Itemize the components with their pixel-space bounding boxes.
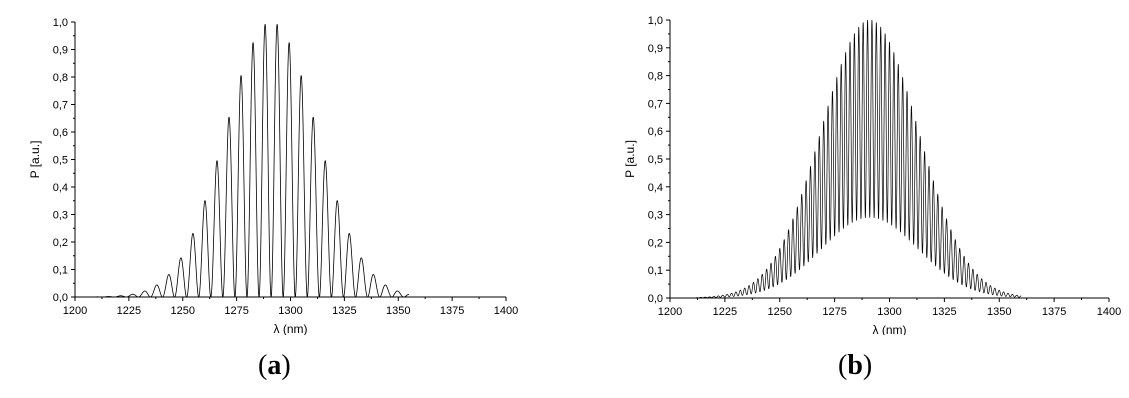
x-tick-label: 1350 <box>386 305 410 317</box>
chart-b: 0,0 0,1 0,2 0,3 0,4 0,5 0,6 0,7 0,8 0,9 1,0 1200 122… <box>623 15 1121 335</box>
x-tick-label: 1225 <box>117 305 141 317</box>
panel-letter-a: a <box>267 350 282 381</box>
x-tick-label: 1250 <box>171 305 195 317</box>
y-tick-label: 1,0 <box>648 15 663 27</box>
x-tick-label: 1375 <box>1042 306 1066 318</box>
x-tick-label: 1375 <box>440 305 464 317</box>
y-tick-label: 0,7 <box>53 100 68 112</box>
x-tick-label: 1300 <box>278 305 302 317</box>
x-tick-label: 1400 <box>1097 306 1121 318</box>
chart-a: 0,0 0,1 0,2 0,3 0,4 0,5 0,6 0,7 0,8 0,9 1,0 1200 122… <box>28 17 518 335</box>
y-tick-label: 0,6 <box>53 127 68 139</box>
y-tick-label: 1,0 <box>53 17 68 29</box>
panel-label-b: (b) <box>838 350 873 381</box>
y-axis-title: P [a.u.] <box>623 140 637 178</box>
y-tick-label: 0,8 <box>53 72 68 84</box>
x-axis-title: λ (nm) <box>274 322 308 335</box>
x-axis-title: λ (nm) <box>873 323 907 335</box>
y-tick-label: 0,9 <box>53 45 68 57</box>
y-tick-label: 0,0 <box>53 292 68 304</box>
spectrum-line <box>696 19 1022 299</box>
x-tick-label: 1400 <box>494 305 518 317</box>
y-tick-label: 0,5 <box>53 155 68 167</box>
x-tick-label: 1325 <box>932 306 956 318</box>
y-tick-label: 0,2 <box>648 237 663 249</box>
x-tick-label: 1200 <box>658 306 682 318</box>
y-axis-title: P [a.u.] <box>28 141 42 179</box>
y-tick-label: 0,6 <box>648 126 663 138</box>
x-tick-label: 1225 <box>713 306 737 318</box>
x-tick-label: 1325 <box>332 305 356 317</box>
x-tick-label: 1350 <box>987 306 1011 318</box>
x-tick-label: 1300 <box>877 306 901 318</box>
y-tick-label: 0,1 <box>53 265 68 277</box>
y-tick-label: 0,8 <box>648 71 663 83</box>
x-tick-label: 1275 <box>224 305 248 317</box>
y-tick-label: 0,2 <box>53 237 68 249</box>
y-tick-label: 0,5 <box>648 154 663 166</box>
spectrum-line <box>96 23 410 298</box>
y-tick-label: 0,0 <box>648 293 663 305</box>
x-tick-label: 1250 <box>768 306 792 318</box>
y-tick-label: 0,7 <box>648 98 663 110</box>
panel-label-a: (a) <box>258 350 291 381</box>
y-tick-label: 0,3 <box>648 210 663 222</box>
x-tick-label: 1275 <box>822 306 846 318</box>
x-tick-label: 1200 <box>63 305 87 317</box>
panel-letter-b: b <box>847 350 863 381</box>
y-tick-label: 0,4 <box>648 182 663 194</box>
y-tick-label: 0,9 <box>648 43 663 55</box>
y-tick-label: 0,1 <box>648 265 663 277</box>
y-tick-label: 0,4 <box>53 182 68 194</box>
y-tick-label: 0,3 <box>53 210 68 222</box>
